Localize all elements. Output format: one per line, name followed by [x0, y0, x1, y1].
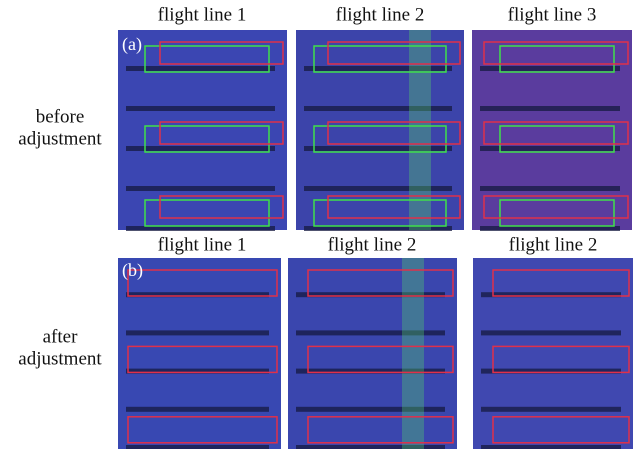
shadow-strip	[481, 445, 621, 449]
shadow-strip	[480, 186, 620, 191]
red-box	[327, 41, 461, 65]
shadow-strip	[304, 186, 452, 191]
shadow-strip	[480, 106, 620, 111]
red-box	[327, 195, 461, 219]
shadow-strip	[481, 368, 621, 374]
row-label: after	[43, 326, 78, 347]
shadow-strip	[126, 226, 275, 231]
red-box	[483, 121, 629, 145]
shadow-strip	[480, 66, 620, 71]
red-box	[159, 121, 284, 145]
shadow-strip	[481, 406, 621, 412]
glow-strip	[409, 30, 431, 230]
red-box	[483, 41, 629, 65]
row-label: adjustment	[18, 348, 102, 369]
shadow-strip	[296, 330, 445, 336]
green-box	[313, 199, 447, 227]
shadow-strip	[481, 330, 621, 336]
red-box	[492, 416, 630, 444]
shadow-strip	[296, 292, 445, 298]
column-header: flight line 2	[509, 234, 598, 255]
green-box	[499, 125, 615, 153]
shadow-strip	[304, 226, 452, 231]
row-label: before	[36, 106, 85, 127]
shadow-strip	[126, 330, 269, 336]
shadow-strip	[126, 186, 275, 191]
panel-label: (a)	[122, 34, 142, 55]
red-box	[327, 121, 461, 145]
red-box	[159, 195, 284, 219]
red-box	[159, 41, 284, 65]
shadow-strip	[304, 106, 452, 111]
column-header: flight line 2	[336, 4, 425, 25]
green-box	[313, 125, 447, 153]
shadow-strip	[126, 146, 275, 151]
shadow-strip	[480, 226, 620, 231]
panels	[118, 30, 633, 449]
shadow-strip	[304, 66, 452, 71]
shadow-strip	[481, 292, 621, 298]
panel	[288, 258, 457, 449]
column-header: flight line 1	[158, 234, 247, 255]
green-box	[144, 125, 270, 153]
shadow-strip	[126, 406, 269, 412]
red-box	[127, 269, 278, 297]
green-box	[313, 45, 447, 73]
green-box	[144, 45, 270, 73]
shadow-strip	[126, 368, 269, 374]
red-box	[483, 195, 629, 219]
red-box	[307, 345, 454, 374]
shadow-strip	[126, 445, 269, 449]
shadow-strip	[296, 368, 445, 374]
shadow-strip	[126, 106, 275, 111]
column-header: flight line 3	[508, 4, 597, 25]
panel-label: (b)	[122, 260, 143, 281]
shadow-strip	[126, 66, 275, 71]
glow-strip	[402, 258, 424, 449]
red-box	[492, 269, 630, 297]
red-box	[307, 416, 454, 444]
panel	[118, 258, 281, 449]
shadow-strip	[296, 406, 445, 412]
red-box	[307, 269, 454, 297]
green-box	[499, 45, 615, 73]
panel	[473, 258, 633, 449]
column-header: flight line 2	[328, 234, 417, 255]
green-box	[499, 199, 615, 227]
shadow-strip	[296, 445, 445, 449]
red-box	[127, 345, 278, 374]
red-box	[492, 345, 630, 374]
column-header: flight line 1	[158, 4, 247, 25]
shadow-strip	[126, 292, 269, 298]
shadow-strip	[304, 146, 452, 151]
shadow-strip	[480, 146, 620, 151]
red-box	[127, 416, 278, 444]
row-label: adjustment	[18, 128, 102, 149]
green-box	[144, 199, 270, 227]
